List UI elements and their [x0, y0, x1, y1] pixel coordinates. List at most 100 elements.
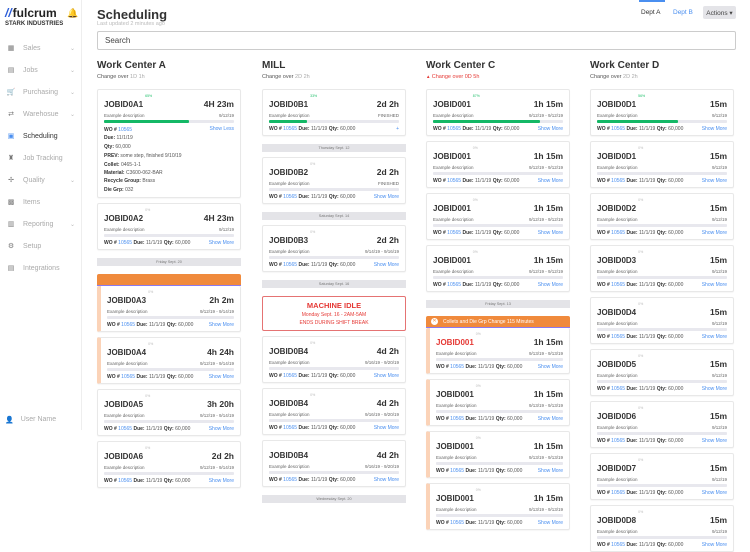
show-more-link[interactable]: Show More: [208, 426, 234, 433]
job-card[interactable]: JOBID0B20% 2d 2h Example description FINISH…: [262, 157, 406, 204]
job-card[interactable]: JOBID0A40% 4h 24h Example description 9/12/…: [97, 337, 241, 385]
job-card[interactable]: JOBID0B40% 4d 2h Example description 9/16/1…: [262, 336, 406, 383]
sidebar-item-integrations[interactable]: ▤ Integrations: [0, 257, 82, 279]
show-more-link[interactable]: Show More: [701, 438, 727, 444]
job-card[interactable]: JOBID0010% 1h 15m Example description 9/13/…: [426, 379, 570, 426]
show-more-link[interactable]: Show More: [208, 322, 234, 329]
show-more-link[interactable]: Show More: [537, 178, 563, 184]
bell-icon[interactable]: 🔔: [67, 8, 79, 18]
show-more-link[interactable]: Show More: [537, 364, 563, 370]
job-card[interactable]: JOBID0010% 1h 15m Example description 9/12/…: [426, 245, 570, 292]
sidebar-item-sales[interactable]: ▦ Sales ⌄: [0, 37, 82, 59]
job-card[interactable]: JOBID0D30% 15m Example description 9/12/19 W…: [590, 245, 734, 292]
work-order-link[interactable]: 10565: [118, 478, 133, 485]
work-order-link[interactable]: 10565: [611, 178, 626, 184]
work-order-link[interactable]: 10565: [611, 438, 626, 444]
work-order-link[interactable]: 10565: [283, 126, 298, 132]
work-order-link[interactable]: 10565: [121, 374, 136, 381]
work-order-link[interactable]: 10565: [450, 416, 465, 422]
show-more-link[interactable]: Show More: [537, 416, 563, 422]
show-more-link[interactable]: Show More: [537, 282, 563, 288]
sidebar-item-jobs[interactable]: ▤ Jobs ⌄: [0, 59, 82, 81]
work-order-link[interactable]: 10565: [283, 194, 298, 200]
job-card[interactable]: JOBID0B133% 2d 2h Example description FINIS…: [262, 89, 406, 136]
job-card[interactable]: JOBID0010% 1h 15m Example description 9/12/…: [426, 193, 570, 240]
job-card[interactable]: JOBID0D40% 15m Example description 9/12/19 W…: [590, 297, 734, 344]
tab-dept-a[interactable]: Dept A: [639, 0, 665, 16]
job-card[interactable]: JOBID0D70% 15m Example description 9/12/19 W…: [590, 453, 734, 500]
work-order-link[interactable]: 10565: [283, 477, 298, 483]
show-more-link[interactable]: Show More: [537, 468, 563, 474]
work-order-link[interactable]: 10565: [611, 542, 626, 548]
work-order-link[interactable]: 10565: [283, 262, 298, 268]
work-order-link[interactable]: 10565: [118, 426, 133, 433]
show-more-link[interactable]: Show More: [208, 478, 234, 485]
sidebar-item-scheduling[interactable]: ▣ Scheduling: [0, 125, 82, 147]
show-more-link[interactable]: Show More: [701, 126, 727, 132]
job-card[interactable]: JOBID0A50% 3h 20h Example description 9/12/…: [97, 389, 241, 437]
show-less-link[interactable]: Show Less: [209, 126, 234, 132]
work-order-link[interactable]: 10565: [121, 322, 136, 329]
work-order-link[interactable]: 10565: [447, 282, 462, 288]
job-card[interactable]: JOBID0D10% 15m Example description 9/12/19 W…: [590, 141, 734, 188]
show-more-link[interactable]: Show More: [701, 542, 727, 548]
sidebar-item-items[interactable]: ▩ Items: [0, 191, 82, 213]
show-more-link[interactable]: Show More: [373, 373, 399, 379]
show-more-link[interactable]: Show More: [701, 334, 727, 340]
show-more-link[interactable]: Show More: [373, 194, 399, 200]
job-card[interactable]: JOBID0010% 1h 15m Example description 9/13/…: [426, 483, 570, 530]
job-card[interactable]: JOBID0B4 4d 2h Example description 9/16/19 …: [262, 440, 406, 487]
work-order-link[interactable]: 10565: [283, 425, 298, 431]
sidebar-item-job-tracking[interactable]: ♜ Job Tracking: [0, 147, 82, 169]
close-icon[interactable]: ✕: [431, 318, 438, 325]
sidebar-item-quality[interactable]: ✢ Quality ⌄: [0, 169, 82, 191]
sidebar-item-setup[interactable]: ⚙ Setup: [0, 235, 82, 257]
logo[interactable]: //fulcrum: [5, 6, 57, 20]
show-more-link[interactable]: Show More: [208, 240, 234, 247]
job-card[interactable]: JOBID0A20% 4H 23m Example description 9/12/…: [97, 203, 241, 251]
job-card[interactable]: JOBID0D50% 15m Example description 9/12/19 W…: [590, 349, 734, 396]
job-card[interactable]: JOBID0A60% 2d 2h Example description 9/12/1…: [97, 441, 241, 489]
work-order-link[interactable]: 10565: [450, 364, 465, 370]
work-order-link[interactable]: 10565: [611, 230, 626, 236]
work-order-link[interactable]: 10565: [283, 373, 298, 379]
work-order-link[interactable]: 10565: [118, 240, 133, 247]
show-more-link[interactable]: Show More: [701, 386, 727, 392]
work-order-link[interactable]: 10565: [450, 468, 465, 474]
show-more-link[interactable]: Show More: [701, 230, 727, 236]
work-order-link[interactable]: 10565: [611, 386, 626, 392]
sidebar-item-purchasing[interactable]: 🛒 Purchasing ⌄: [0, 81, 82, 103]
tab-dept-b[interactable]: Dept B: [673, 9, 693, 16]
job-card[interactable]: JOBID0D156% 15m Example description 9/12/19…: [590, 89, 734, 136]
search-input[interactable]: Search: [97, 31, 736, 50]
job-card[interactable]: JOBID0D80% 15m Example description 9/12/19 W…: [590, 505, 734, 552]
work-order-link[interactable]: 10565: [118, 127, 133, 133]
work-order-link[interactable]: 10565: [611, 334, 626, 340]
actions-dropdown[interactable]: Actions ▾: [703, 6, 736, 19]
job-card[interactable]: JOBID0B40% 4d 2h Example description 9/16/1…: [262, 388, 406, 435]
show-more-link[interactable]: Show More: [373, 425, 399, 431]
job-card[interactable]: JOBID0D60% 15m Example description 9/12/19 W…: [590, 401, 734, 448]
job-card[interactable]: JOBID0B30% 2d 2h Example description 9/14/1…: [262, 225, 406, 272]
show-more-link[interactable]: Show More: [373, 262, 399, 268]
work-order-link[interactable]: 10565: [450, 520, 465, 526]
sidebar-item-reporting[interactable]: ▥ Reporting ⌄: [0, 213, 82, 235]
job-card[interactable]: JOBID0010% 1h 15m Example description 9/13/…: [426, 431, 570, 478]
work-order-link[interactable]: 10565: [447, 230, 462, 236]
work-order-link[interactable]: 10565: [611, 490, 626, 496]
sidebar-item-warehosue[interactable]: ⇄ Warehosue ⌄: [0, 103, 82, 125]
user-menu[interactable]: 👤 User Name: [5, 416, 56, 424]
work-order-link[interactable]: 10565: [447, 126, 462, 132]
expand-button[interactable]: +: [396, 126, 399, 132]
work-order-link[interactable]: 10565: [447, 178, 462, 184]
show-more-link[interactable]: Show More: [373, 477, 399, 483]
work-order-link[interactable]: 10565: [611, 126, 626, 132]
show-more-link[interactable]: Show More: [701, 178, 727, 184]
job-card[interactable]: JOBID0010% 1h 15m Example description 9/13/…: [426, 328, 570, 374]
job-card[interactable]: JOBID0A30% 2h 2m Example description 9/12/1…: [97, 286, 241, 333]
show-more-link[interactable]: Show More: [701, 490, 727, 496]
job-card[interactable]: JOBID0A165% 4H 23m Example description 9/12…: [97, 89, 241, 199]
show-more-link[interactable]: Show More: [208, 374, 234, 381]
job-card[interactable]: JOBID0D20% 15m Example description 9/12/19 W…: [590, 193, 734, 240]
job-card[interactable]: JOBID0010% 1h 15m Example description 9/12/…: [426, 141, 570, 188]
